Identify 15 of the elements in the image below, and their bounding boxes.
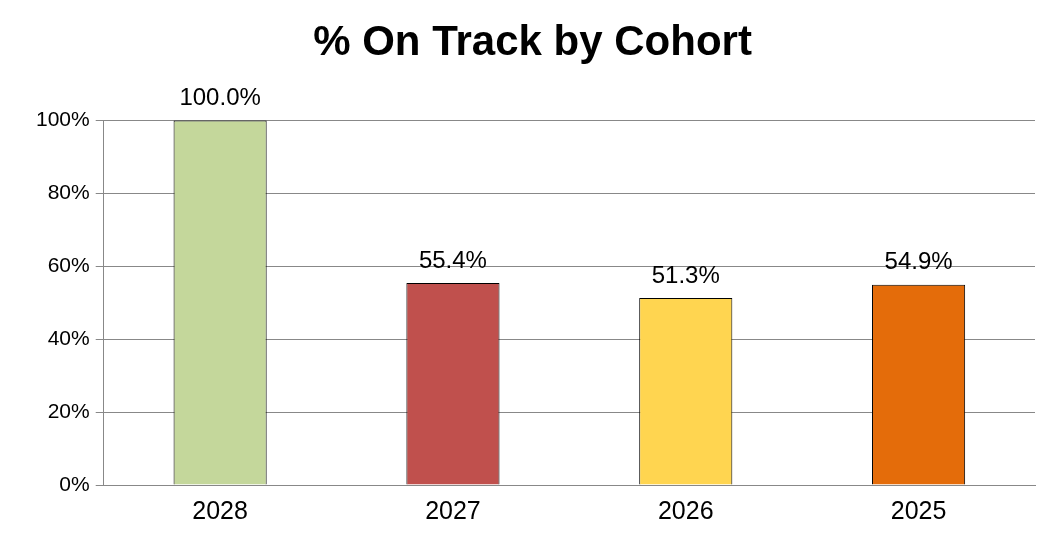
data-label: 51.3%	[651, 260, 720, 288]
y-tick-label: 60%	[47, 253, 90, 277]
x-tick-label: 2027	[425, 495, 481, 524]
chart-title: % On Track by Cohort	[313, 16, 752, 64]
data-label: 100.0%	[179, 83, 261, 111]
data-label: 55.4%	[418, 245, 487, 273]
x-tick-label: 2025	[890, 495, 947, 524]
x-tick-label: 2028	[192, 495, 248, 524]
y-tick-label: 0%	[59, 471, 90, 495]
y-tick-label: 100%	[35, 107, 90, 131]
y-tick-label: 80%	[47, 180, 90, 204]
y-tick-label: 20%	[47, 398, 90, 422]
data-label: 54.9%	[884, 247, 953, 275]
x-tick-label: 2026	[657, 495, 714, 524]
y-tick-label: 40%	[47, 325, 90, 349]
